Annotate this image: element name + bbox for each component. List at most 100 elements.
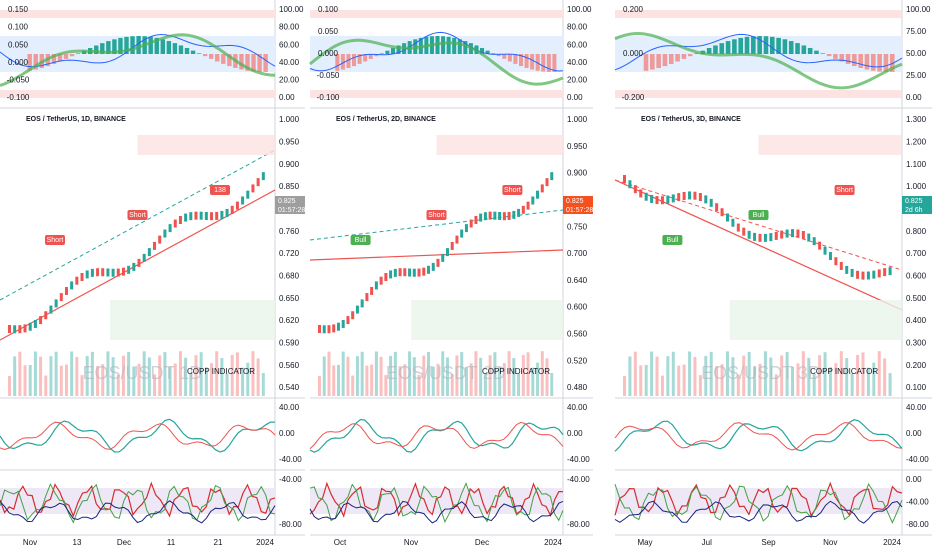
volume-bar: [877, 351, 881, 396]
histogram-bar: [552, 54, 557, 72]
volume-bar: [422, 355, 426, 396]
candle: [327, 325, 331, 334]
histogram-bar: [202, 54, 208, 57]
oscillator: [309, 500, 564, 524]
histogram-bar: [69, 54, 75, 57]
volume-bar: [116, 374, 120, 396]
candle: [725, 213, 729, 222]
histogram-bar: [643, 54, 649, 71]
volume-bar: [474, 351, 478, 396]
axis-label: 100.00: [567, 5, 592, 14]
histogram-bar: [346, 54, 351, 69]
candle: [370, 286, 374, 295]
histogram-bar: [221, 54, 226, 64]
histogram-bar: [136, 36, 141, 54]
histogram-bar: [166, 41, 172, 54]
signal-label: Short: [836, 187, 853, 194]
signal-label: Short: [129, 212, 146, 219]
volume-bar: [142, 351, 146, 396]
histogram-bar: [877, 54, 882, 72]
axis-label: 0.590: [279, 338, 300, 347]
volume-bar: [639, 365, 643, 396]
candle: [346, 316, 350, 325]
axis-label: 40.00: [567, 58, 588, 67]
axis-label: 100.00: [906, 5, 931, 14]
candle: [184, 213, 188, 222]
volume-bar: [393, 351, 397, 396]
axis-label: -0.200: [622, 93, 645, 102]
candle: [796, 229, 800, 238]
volume-bar: [731, 357, 735, 396]
histogram-bar: [196, 53, 202, 54]
volume-bar: [28, 364, 32, 396]
volume-bar: [64, 364, 68, 396]
candle: [488, 211, 492, 220]
axis-label: -0.050: [317, 71, 340, 80]
candle: [464, 224, 468, 233]
volume-bar: [111, 357, 115, 396]
volume-bar: [688, 351, 692, 396]
candle: [540, 184, 544, 193]
histogram-bar: [814, 50, 819, 54]
axis-label: 0.760: [279, 227, 300, 236]
volume-bar: [526, 352, 530, 396]
axis-label: 0.050: [8, 40, 29, 49]
candle: [818, 241, 822, 250]
candle: [498, 212, 502, 221]
histogram-bar: [379, 53, 384, 54]
volume-bar: [261, 373, 265, 396]
histogram-bar: [675, 54, 680, 62]
time-label: 2024: [883, 538, 901, 547]
axis-label: 0.150: [8, 5, 29, 14]
volume-bar: [682, 364, 686, 396]
candle: [493, 211, 497, 220]
time-label: Nov: [823, 538, 837, 547]
volume-bar: [80, 375, 84, 396]
candle: [194, 211, 198, 220]
histogram-bar: [681, 54, 687, 59]
volume-bar: [70, 351, 74, 396]
candle: [742, 227, 746, 236]
volume-bar: [666, 356, 670, 396]
volume-bar: [550, 373, 554, 396]
axis-label: 60.00: [279, 40, 300, 49]
candle: [650, 194, 654, 203]
oscillator: [0, 500, 276, 524]
candle: [545, 178, 549, 187]
volume-bar: [59, 365, 63, 396]
indicator-line: [614, 33, 903, 71]
candle: [483, 212, 487, 221]
candle: [704, 195, 708, 204]
oscillator: [614, 500, 903, 524]
time-label: 2024: [256, 538, 274, 547]
volume-bar: [866, 367, 870, 396]
axis-label: 60.00: [567, 40, 588, 49]
volume-bar: [888, 373, 892, 396]
volume-bar: [360, 351, 364, 396]
candle: [96, 268, 100, 277]
volume-bar: [230, 354, 234, 396]
candle: [384, 273, 388, 282]
candle: [85, 270, 89, 279]
axis-label: 0.900: [279, 160, 300, 169]
candle: [137, 258, 141, 267]
candle: [235, 201, 239, 210]
volume-bar: [251, 351, 255, 396]
candle: [769, 233, 773, 242]
candle: [644, 192, 648, 201]
volume-bar: [725, 351, 729, 396]
volume-bar: [215, 351, 219, 396]
volume-bar: [44, 375, 48, 396]
histogram-bar: [178, 45, 184, 54]
candle: [693, 191, 697, 200]
histogram-bar: [396, 45, 401, 54]
time-label: Dec: [475, 538, 489, 547]
candle: [807, 233, 811, 242]
volume-bar: [845, 358, 849, 396]
axis-label: -80.00: [567, 520, 590, 529]
volume-bar: [483, 373, 487, 396]
volume-bar: [379, 356, 383, 396]
zone: [758, 135, 902, 155]
candle: [147, 248, 151, 257]
histogram-bar: [713, 45, 718, 54]
